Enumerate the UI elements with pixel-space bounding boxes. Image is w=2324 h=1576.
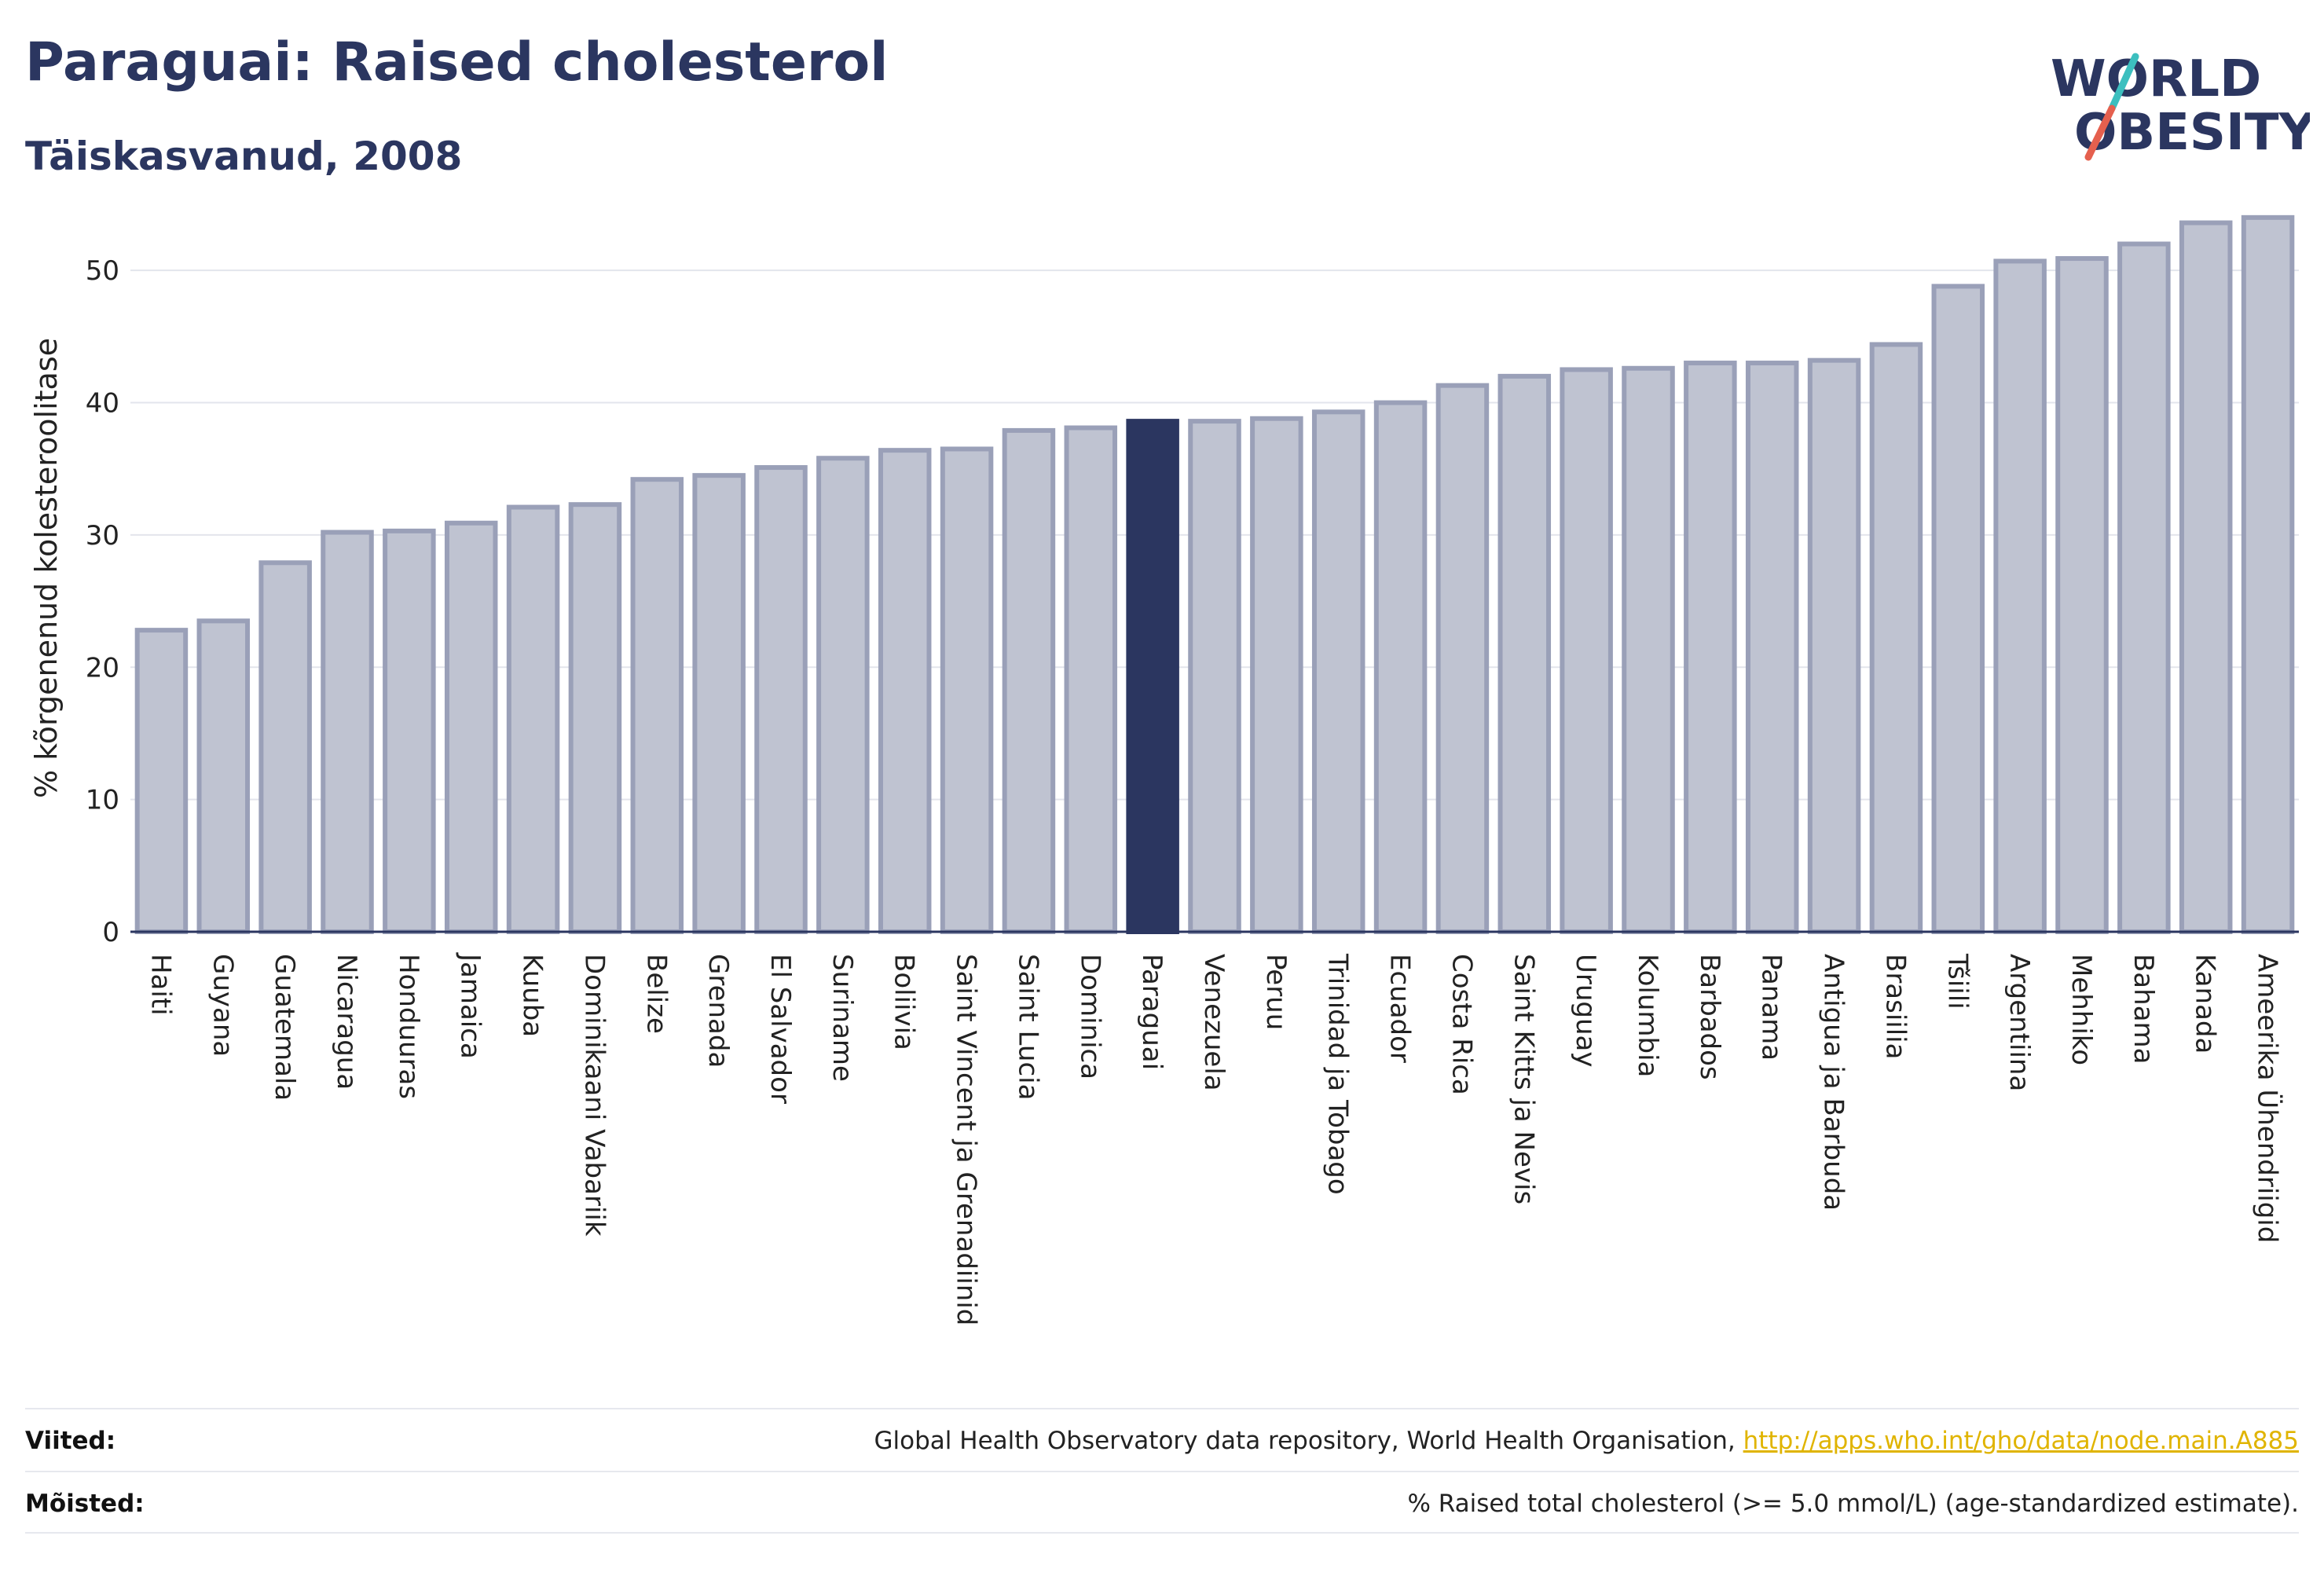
bar [1064,425,1118,934]
x-tick-label: Jamaica [455,952,486,1059]
bar [1002,427,1056,934]
x-tick-label: Dominikaani Vabariik [578,954,610,1237]
x-tick-label: Peruu [1260,954,1292,1030]
bar [383,528,436,934]
x-tick-label: Ecuador [1384,954,1416,1063]
page-title: Paraguai: Raised cholesterol [25,31,889,93]
logo-slash-red-icon [2084,104,2116,161]
sources-label: Viited: [25,1427,116,1455]
bar [444,520,498,934]
x-tick-label: Nicaragua [331,954,362,1090]
bar [1435,383,1490,934]
x-tick-label: Paraguai [1136,954,1167,1070]
bar [1807,357,1861,935]
bar [1622,365,1675,934]
world-obesity-logo: WORLD OBESITY [2051,50,2310,162]
bar [568,502,622,934]
bar [2117,241,2171,934]
bar [630,477,684,934]
definitions-text: % Raised total cholesterol (>= 5.0 mmol/… [1407,1490,2299,1518]
bar [1684,361,1737,934]
sources-value: Global Health Observatory data repositor… [874,1427,2299,1455]
x-tick-label: Costa Rica [1446,954,1477,1095]
y-tick-label: 0 [102,917,119,948]
bar [1560,367,1613,935]
bar [1373,400,1428,934]
x-tick-label: Kanada [2190,954,2221,1054]
bar [1745,361,1799,934]
bar [1311,409,1365,934]
x-tick-label: Saint Kitts ja Nevis [1508,954,1539,1204]
x-tick-label: Kolumbia [1632,954,1663,1077]
bar [134,628,189,934]
x-tick-label: El Salvador [764,954,796,1104]
logo-line2: OBESITY [2074,104,2310,162]
y-tick-label: 20 [86,652,119,684]
x-tick-label: Brasiilia [1879,954,1911,1059]
y-tick-label: 40 [86,388,119,420]
y-tick-label: 10 [86,785,119,816]
bar-chart: 0 10 20 30 40 50 Haiti Guyana Guatemala Nicaragua… [29,214,2299,1325]
x-tick-label: Suriname [827,954,858,1082]
logo-slash-teal-icon [2108,53,2139,112]
bar [940,446,994,934]
definitions-row: Mõisted: % Raised total cholesterol (>= … [25,1471,2299,1535]
bar [1931,284,1985,935]
x-tick-label: Kuuba [517,954,548,1037]
x-tick-label: Argentiina [2003,954,2035,1091]
sources-text: Global Health Observatory data repositor… [874,1427,1736,1455]
x-tick-label: Panama [1756,954,1787,1061]
bar [878,448,932,934]
x-tick-label: Saint Vincent ja Grenadiinid [951,954,982,1325]
bar [1188,419,1241,934]
x-tick-label: Antigua ja Barbuda [1818,954,1849,1211]
bar [196,618,251,934]
bar [754,465,808,934]
bar [2241,214,2295,934]
x-tick-label: Barbados [1694,954,1725,1080]
x-tick-label: Mehhiko [2066,954,2097,1065]
x-tick-label: Grenada [702,954,734,1068]
page-subtitle: Täiskasvanud, 2008 [25,134,463,179]
x-tick-label: Boliivia [889,954,920,1050]
bar [1126,419,1179,934]
bar [1869,342,1923,934]
x-tick-label: Guatemala [269,954,300,1101]
bar [2179,220,2233,934]
x-tick-label: Tšiili [1941,953,1973,1010]
bar [1497,373,1552,934]
y-tick-label: 50 [86,255,119,287]
x-tick-label: Ameerika Ühendriigid [2252,954,2284,1243]
bar [1993,258,2047,934]
x-tick-label: Venezuela [1198,954,1230,1091]
x-tick-label: Bahama [2128,954,2159,1065]
x-tick-label: Uruguay [1570,954,1601,1068]
x-tick-label: Honduuras [393,954,424,1099]
logo-line1: WORLD [2051,50,2261,108]
x-tick-label: Saint Lucia [1012,954,1043,1100]
bar [1250,416,1303,934]
x-tick-label: Haiti [145,954,176,1016]
sources-row: Viited: Global Health Observatory data r… [25,1408,2299,1472]
definitions-label: Mõisted: [25,1490,145,1518]
x-tick-label: Dominica [1074,954,1105,1079]
footer-divider [25,1532,2299,1534]
bar [258,560,312,934]
x-tick-label: Trinidad ja Tobago [1322,953,1354,1195]
bar [692,473,746,934]
x-tick-label: Belize [640,954,672,1034]
sources-link[interactable]: http://apps.who.int/gho/data/node.main.A… [1743,1427,2299,1455]
y-axis-label: % kõrgenenud kolesteroolitase [29,338,64,798]
bar [816,456,870,934]
bar [506,504,560,934]
bar [2055,256,2109,934]
bar [321,530,374,934]
y-tick-label: 30 [86,520,119,552]
x-tick-label: Guyana [207,954,238,1057]
